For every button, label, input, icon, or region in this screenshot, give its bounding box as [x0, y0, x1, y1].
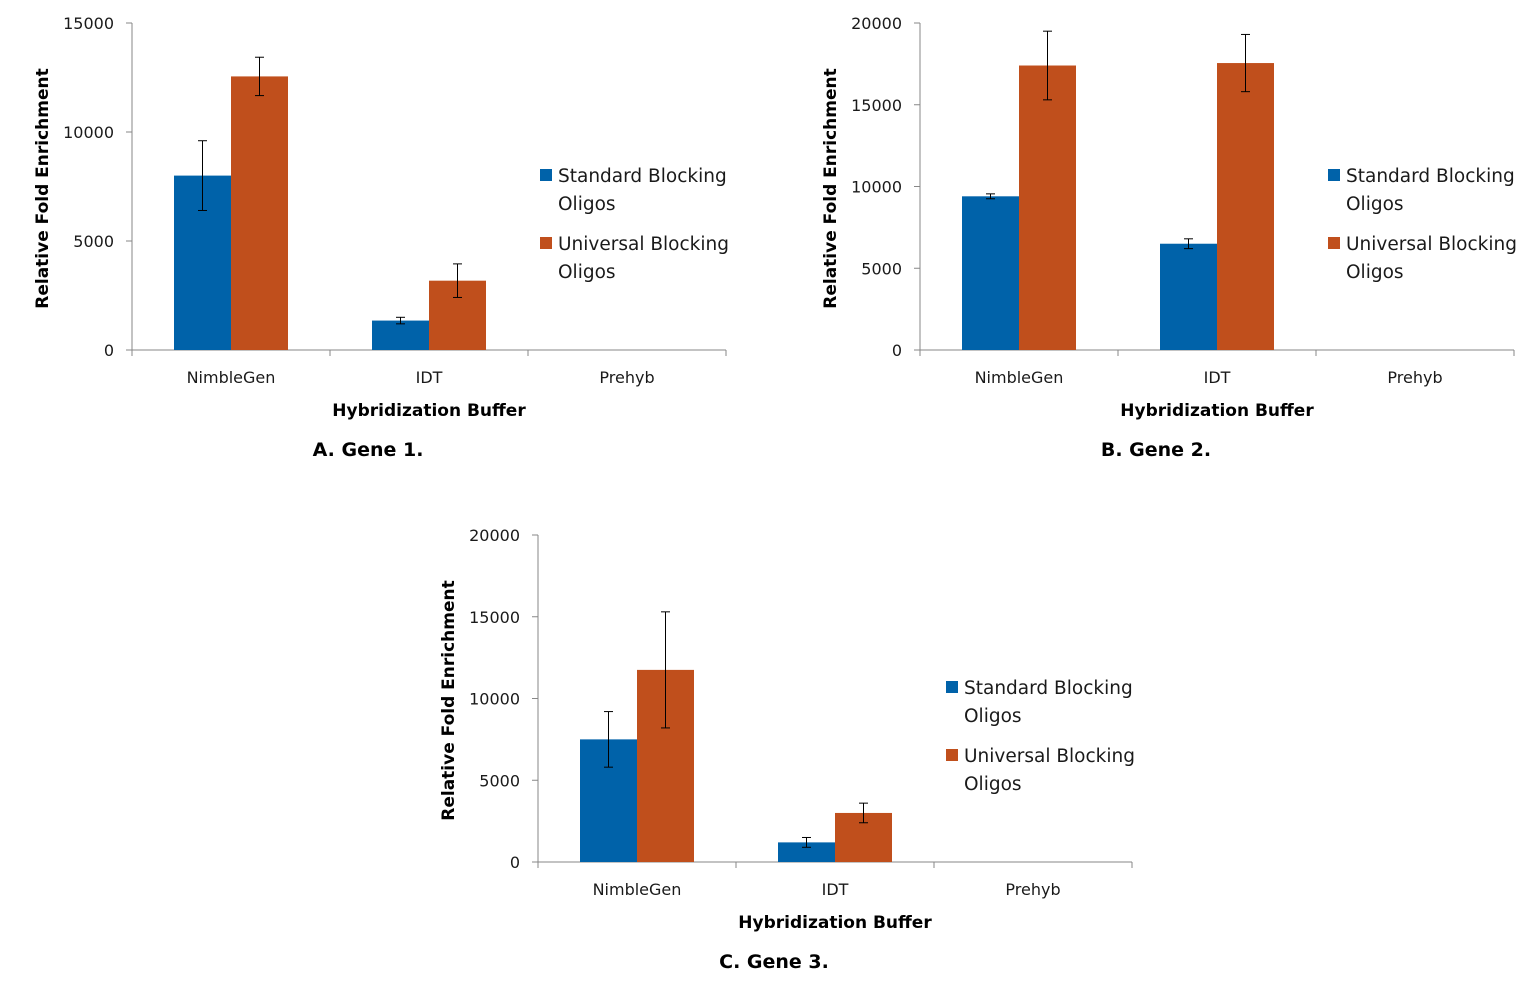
- y-tick-label: 10000: [63, 123, 114, 142]
- error-bar-universal-idt: [1241, 33, 1250, 93]
- x-axis-title: Hybridization Buffer: [738, 913, 932, 933]
- x-category-label: NimbleGen: [975, 368, 1064, 387]
- bar-universal-idt: [1217, 63, 1274, 351]
- legend-swatch-universal: [946, 749, 958, 761]
- x-category-label: IDT: [1204, 368, 1231, 387]
- x-category-label: Prehyb: [599, 368, 654, 387]
- chart-2: 0 5000 10000 15000 20000 NimbleGen IDT Prehyb Hy…: [821, 14, 1517, 461]
- legend-swatch-standard: [946, 681, 958, 693]
- bar-standard-nimblegen: [962, 196, 1019, 350]
- y-tick-label: 20000: [851, 14, 902, 33]
- y-tick-label: 5000: [73, 232, 114, 251]
- y-tick-label: 10000: [469, 690, 520, 709]
- bar-universal-nimblegen: [231, 76, 288, 350]
- error-bar-universal-idt: [859, 802, 868, 824]
- legend-swatch-universal: [540, 237, 552, 249]
- y-tick-label: 0: [892, 341, 902, 360]
- y-axis-title: Relative Fold Enrichment: [821, 68, 841, 309]
- chart-3: 0 5000 10000 15000 20000 NimbleGen IDT Prehyb Hy…: [439, 526, 1135, 973]
- y-tick-label: 10000: [851, 178, 902, 197]
- legend: Standard Blocking Oligos Universal Blockin…: [1328, 166, 1517, 283]
- bar-standard-idt: [778, 842, 835, 862]
- legend-swatch-standard: [1328, 169, 1340, 181]
- y-tick-label: 15000: [469, 608, 520, 627]
- x-category-label: NimbleGen: [187, 368, 276, 387]
- error-bar-universal-idt: [453, 263, 462, 298]
- error-bar-standard-idt: [1184, 238, 1193, 250]
- x-category-label: Prehyb: [1387, 368, 1442, 387]
- y-tick-label: 5000: [861, 259, 902, 278]
- legend-swatch-universal: [1328, 237, 1340, 249]
- chart-caption: A. Gene 1.: [313, 439, 424, 461]
- error-bar-standard-nimblegen: [198, 140, 207, 211]
- bar-standard-idt: [1160, 243, 1217, 350]
- y-tick-label: 0: [104, 341, 114, 360]
- legend-label-universal: Universal Blocking Oligos: [964, 746, 1135, 795]
- legend-label-standard: Standard Blocking Oligos: [558, 166, 727, 215]
- y-tick-label: 5000: [479, 771, 520, 790]
- y-axis-title: Relative Fold Enrichment: [439, 580, 459, 821]
- y-tick-label: 15000: [851, 96, 902, 115]
- chart-caption: B. Gene 2.: [1101, 439, 1211, 461]
- x-category-label: IDT: [416, 368, 443, 387]
- legend: Standard Blocking Oligos Universal Blockin…: [540, 166, 729, 283]
- y-tick-label: 15000: [63, 14, 114, 33]
- chart-caption: C. Gene 3.: [719, 951, 829, 973]
- legend-label-universal: Universal Blocking Oligos: [1346, 234, 1517, 283]
- x-category-label: NimbleGen: [593, 880, 682, 899]
- legend-label-standard: Standard Blocking Oligos: [964, 678, 1133, 727]
- x-category-label: Prehyb: [1005, 880, 1060, 899]
- legend-label-universal: Universal Blocking Oligos: [558, 234, 729, 283]
- error-bar-standard-idt: [802, 836, 811, 848]
- y-tick-label: 20000: [469, 526, 520, 545]
- error-bar-standard-nimblegen: [604, 711, 613, 768]
- legend: Standard Blocking Oligos Universal Blockin…: [946, 678, 1135, 795]
- y-axis-title: Relative Fold Enrichment: [33, 68, 53, 309]
- y-tick-label: 0: [510, 853, 520, 872]
- chart-1: 0 5000 10000 15000 NimbleGen IDT Prehyb Hybridi…: [33, 14, 729, 461]
- x-axis-title: Hybridization Buffer: [1120, 401, 1314, 421]
- error-bar-standard-nimblegen: [986, 193, 995, 200]
- error-bar-universal-nimblegen: [255, 56, 264, 97]
- x-axis-title: Hybridization Buffer: [332, 401, 526, 421]
- bar-standard-idt: [372, 320, 429, 350]
- bar-universal-nimblegen: [1019, 65, 1076, 350]
- error-bar-universal-nimblegen: [1043, 30, 1052, 101]
- error-bar-universal-nimblegen: [661, 611, 670, 729]
- legend-label-standard: Standard Blocking Oligos: [1346, 166, 1515, 215]
- legend-swatch-standard: [540, 169, 552, 181]
- x-category-label: IDT: [822, 880, 849, 899]
- error-bar-standard-idt: [396, 316, 405, 325]
